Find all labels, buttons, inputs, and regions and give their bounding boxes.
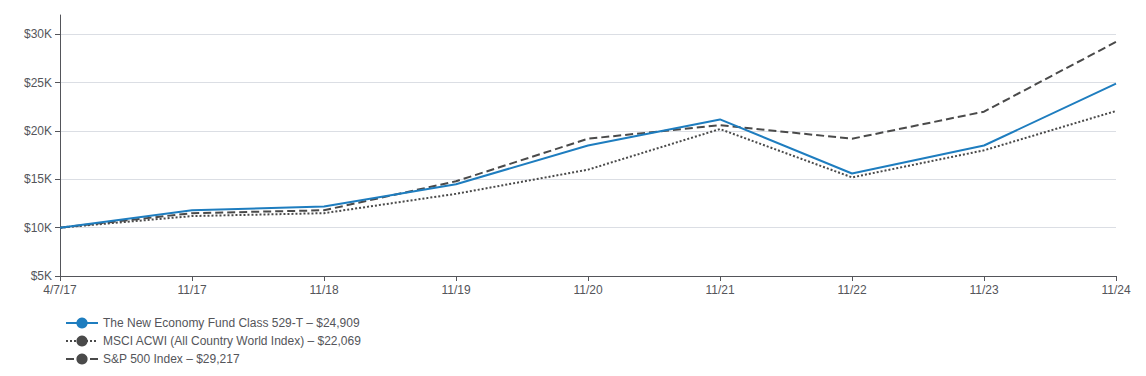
svg-text:4/7/17: 4/7/17 bbox=[43, 283, 77, 297]
svg-text:$30K: $30K bbox=[24, 27, 52, 41]
svg-text:11/17: 11/17 bbox=[177, 283, 206, 297]
svg-text:$25K: $25K bbox=[24, 76, 52, 90]
svg-text:S&P 500 Index – $29,217: S&P 500 Index – $29,217 bbox=[103, 352, 240, 366]
svg-text:$20K: $20K bbox=[24, 124, 52, 138]
svg-text:11/22: 11/22 bbox=[837, 283, 866, 297]
svg-text:11/23: 11/23 bbox=[969, 283, 998, 297]
svg-text:11/21: 11/21 bbox=[705, 283, 734, 297]
svg-text:MSCI ACWI (All Country World I: MSCI ACWI (All Country World Index) – $2… bbox=[103, 334, 361, 348]
svg-text:The New Economy Fund Class 529: The New Economy Fund Class 529-T – $24,9… bbox=[103, 316, 360, 330]
svg-text:$5K: $5K bbox=[31, 269, 52, 283]
svg-text:11/19: 11/19 bbox=[441, 283, 470, 297]
svg-text:11/20: 11/20 bbox=[573, 283, 602, 297]
svg-text:$10K: $10K bbox=[24, 221, 52, 235]
svg-text:11/18: 11/18 bbox=[309, 283, 338, 297]
svg-text:11/24: 11/24 bbox=[1101, 283, 1130, 297]
svg-text:$15K: $15K bbox=[24, 172, 52, 186]
